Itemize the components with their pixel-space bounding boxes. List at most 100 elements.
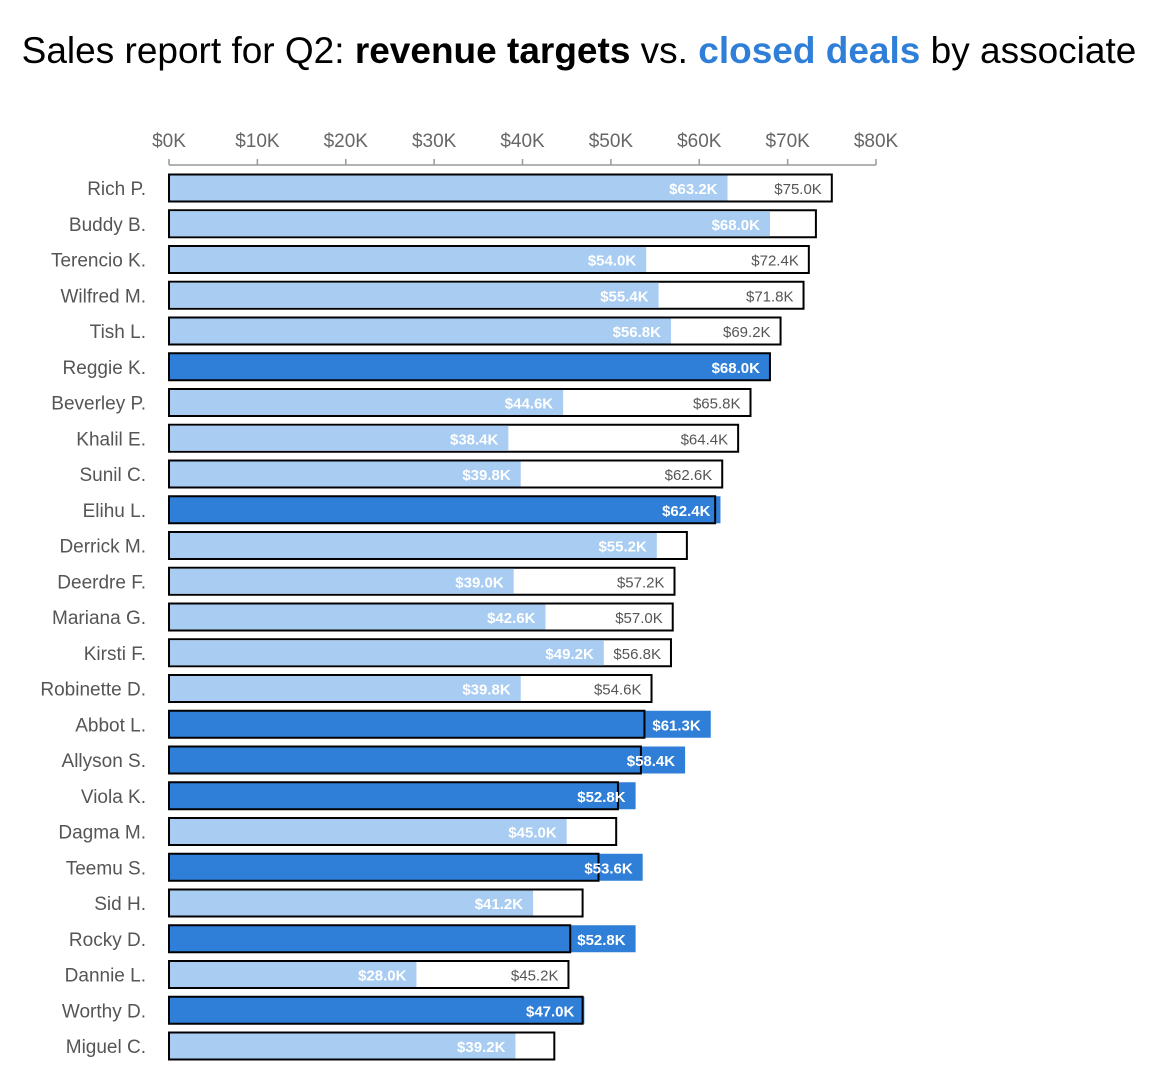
bar-row: $68.0K (168, 209, 817, 239)
closed-deals-label: $54.0K (588, 253, 637, 270)
category-label: Elihu L. (83, 501, 146, 522)
closed-deals-bar (169, 925, 636, 953)
closed-deals-label: $39.8K (462, 682, 511, 699)
closed-deals-bar (170, 461, 521, 487)
bar-row: $54.0K $72.4K (168, 245, 810, 274)
category-label: Rocky D. (69, 930, 146, 951)
revenue-target-label: $69.2K (723, 324, 771, 341)
revenue-target-bar (168, 745, 642, 775)
bar-row: $44.6K $65.8K (168, 388, 752, 417)
closed-deals-bar (170, 640, 604, 666)
revenue-target-bar (168, 352, 771, 382)
category-label: Viola K. (81, 787, 146, 808)
bar-row: $61.3K (168, 709, 711, 739)
category-label: Khalil E. (76, 429, 146, 450)
closed-deals-bar (170, 676, 521, 701)
category-label: Robinette D. (40, 680, 146, 701)
closed-deals-bar (170, 533, 657, 558)
closed-deals-label: $68.0K (712, 217, 761, 234)
revenue-target-label: $57.2K (617, 574, 665, 591)
revenue-target-label: $57.0K (615, 610, 663, 627)
bar-row: $39.8K $62.6K (168, 459, 724, 489)
revenue-target-bar (168, 495, 717, 525)
category-label: Derrick M. (59, 537, 146, 558)
category-label: Terencio K. (51, 251, 146, 272)
bar-row: $68.0K (168, 352, 771, 382)
category-label: Deerdre F. (57, 572, 146, 593)
closed-deals-bar (170, 175, 728, 201)
closed-deals-bar (170, 247, 647, 272)
closed-deals-bar (169, 853, 643, 881)
closed-deals-label: $41.2K (475, 896, 524, 913)
bar-row: $63.2K $75.0K (168, 173, 833, 203)
category-label: Kirsti F. (84, 644, 146, 665)
closed-deals-label: $52.8K (577, 789, 626, 806)
closed-deals-bar (170, 318, 671, 344)
closed-deals-bar (170, 604, 546, 630)
closed-deals-bar (170, 1033, 516, 1059)
x-tick-label: $80K (854, 131, 899, 152)
closed-deals-label: $56.8K (613, 324, 662, 341)
closed-deals-bar (170, 390, 564, 415)
bar-row: $47.0K (168, 995, 585, 1025)
closed-deals-bar (170, 819, 567, 844)
bar-row: $41.2K (168, 888, 584, 918)
bar-row: $45.0K (168, 817, 618, 846)
title-part-1: Sales report for Q2: (21, 30, 355, 71)
closed-deals-label: $47.0K (526, 1003, 575, 1020)
closed-deals-label: $39.8K (462, 467, 511, 484)
closed-deals-label: $61.3K (652, 717, 701, 734)
category-label: Dannie L. (65, 966, 146, 987)
closed-deals-label: $52.8K (577, 932, 626, 949)
bar-row: $42.6K $57.0K (168, 602, 674, 632)
bar-row: $49.2K $56.8K (168, 638, 672, 668)
closed-deals-label: $44.6K (505, 396, 554, 413)
revenue-target-bar (168, 709, 646, 739)
revenue-target-bar (168, 781, 619, 811)
closed-deals-label: $42.6K (487, 610, 536, 627)
category-label: Wilfred M. (61, 286, 147, 307)
closed-deals-label: $45.0K (508, 825, 557, 842)
closed-deals-bar (170, 568, 514, 594)
title-part-5: by associate (920, 30, 1137, 71)
closed-deals-label: $49.2K (545, 646, 594, 663)
x-tick-label: $20K (324, 131, 369, 152)
x-axis: $0K $10K $20K $30K $40K $50K $60K $70K $80K (152, 131, 899, 166)
title-part-3: vs. (630, 30, 699, 71)
closed-deals-bar (170, 282, 659, 308)
closed-deals-label: $39.2K (457, 1039, 506, 1056)
title-part-revenue-targets: revenue targets (354, 30, 631, 71)
category-label: Dagma M. (58, 823, 146, 844)
closed-deals-label: $39.0K (455, 574, 504, 591)
bar-row: $52.8K (168, 924, 636, 954)
revenue-target-label: $62.6K (665, 467, 713, 484)
category-label: Miguel C. (66, 1037, 146, 1058)
bar-row: $39.0K $57.2K (168, 566, 676, 596)
category-label: Allyson S. (62, 751, 146, 772)
revenue-target-label: $45.2K (511, 968, 559, 985)
revenue-target-bar (168, 852, 600, 882)
category-label: Sid H. (94, 894, 146, 915)
bar-row: $52.8K (168, 781, 636, 811)
x-tick-label: $50K (589, 131, 634, 152)
bar-row: $58.4K (168, 745, 686, 775)
category-label: Buddy B. (69, 215, 146, 236)
closed-deals-label: $55.2K (598, 539, 647, 556)
x-tick-label: $10K (235, 131, 280, 152)
closed-deals-label: $58.4K (627, 753, 676, 770)
category-label: Rich P. (87, 179, 146, 200)
closed-deals-label: $53.6K (584, 860, 633, 877)
revenue-target-label: $54.6K (594, 682, 642, 699)
closed-deals-bar (170, 425, 509, 451)
closed-deals-bar (169, 996, 585, 1024)
closed-deals-label: $38.4K (450, 431, 499, 448)
closed-deals-bar (169, 496, 721, 524)
title-part-closed-deals: closed deals (698, 30, 921, 71)
closed-deals-bar (170, 962, 417, 987)
closed-deals-bar (169, 782, 636, 810)
bar-row: $62.4K (168, 495, 721, 525)
x-tick-label: $30K (412, 131, 457, 152)
closed-deals-bar (169, 353, 770, 381)
category-labels: Rich P. Buddy B. Terencio K. Wilfred M. Tish… (40, 179, 146, 1058)
bar-row: $55.2K (168, 531, 688, 560)
